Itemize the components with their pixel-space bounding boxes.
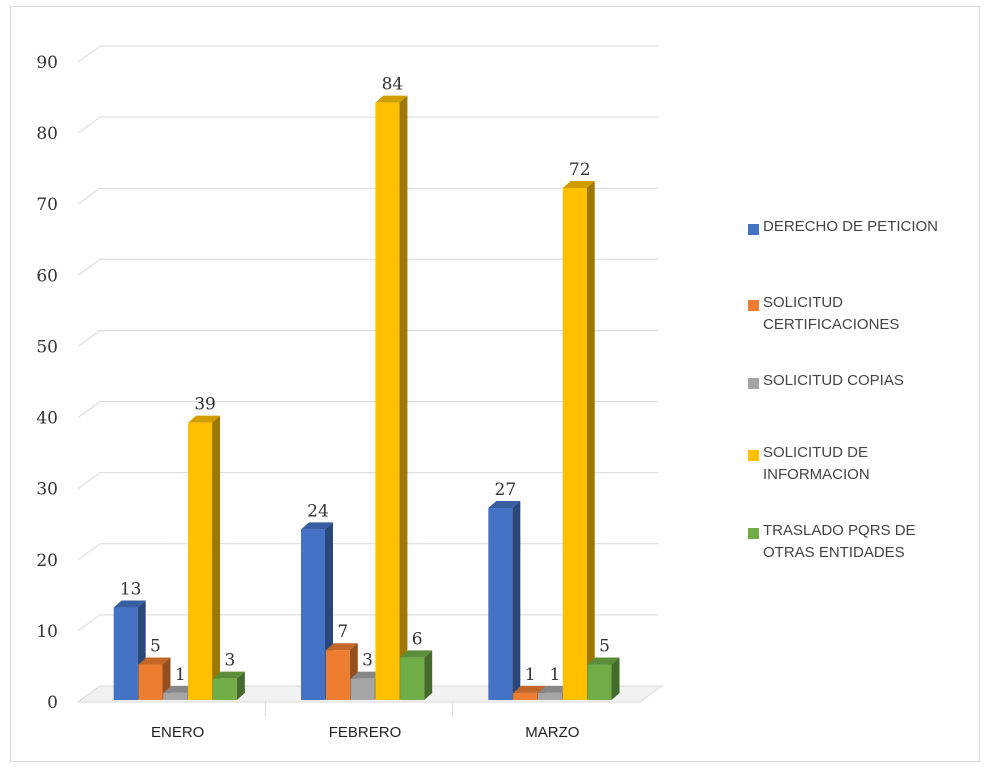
bar-top: [375, 95, 408, 103]
bar-top: [513, 685, 546, 693]
bar: [212, 678, 237, 700]
bar: [513, 692, 538, 700]
bar-top: [188, 415, 221, 423]
data-label: 3: [362, 651, 373, 671]
legend-swatch: [748, 224, 759, 235]
bar: [587, 664, 612, 700]
data-label: 27: [495, 480, 517, 500]
bar: [375, 102, 400, 700]
bar-side: [424, 650, 433, 700]
data-label: 24: [307, 501, 329, 521]
legend-label: SOLICITUD DE INFORMACION: [763, 444, 870, 483]
gridline-diagonal: [77, 401, 101, 418]
data-label: 1: [525, 665, 536, 685]
legend-label: DERECHO DE PETICION: [763, 218, 939, 235]
gridline-diagonal: [77, 258, 101, 276]
legend-item: SOLICITUD DE INFORMACION: [748, 444, 978, 486]
bar-top: [113, 600, 146, 608]
bar-side: [586, 181, 595, 700]
data-label: 5: [599, 636, 610, 656]
data-label: 7: [337, 622, 348, 642]
bar: [138, 664, 163, 700]
data-label: 5: [150, 636, 161, 656]
data-label: 3: [224, 651, 235, 671]
bar-side: [611, 657, 620, 700]
y-tick-label: 80: [36, 124, 58, 144]
y-tick-label: 70: [36, 195, 58, 215]
legend-label: SOLICITUD CERTIFICACIONES: [763, 294, 900, 333]
y-tick-label: 50: [36, 337, 58, 357]
data-label: 39: [194, 395, 216, 415]
bar-side: [512, 501, 521, 700]
bar-top: [350, 671, 383, 679]
y-tick-label: 10: [36, 622, 58, 642]
bar: [537, 692, 562, 700]
data-label: 72: [569, 160, 591, 180]
y-tick-label: 60: [36, 266, 58, 286]
legend-swatch: [748, 378, 759, 389]
legend-swatch: [748, 450, 759, 461]
bar-top: [537, 685, 570, 693]
x-category-label: MARZO: [525, 724, 579, 741]
gridline-diagonal: [77, 330, 101, 347]
gridline-diagonal: [77, 187, 101, 205]
gridline-diagonal: [77, 116, 101, 134]
data-label: 1: [175, 665, 186, 685]
bar-top: [212, 671, 245, 679]
chart-frame: [10, 6, 980, 762]
bar: [488, 508, 513, 700]
bar-top: [138, 657, 171, 665]
x-category-label: ENERO: [151, 724, 204, 741]
bar-side: [212, 415, 221, 700]
bar-top: [488, 501, 521, 508]
bar: [400, 657, 425, 700]
y-tick-label: 40: [36, 409, 58, 429]
gridline-diagonal: [77, 543, 101, 561]
legend-label: TRASLADO PQRS DE OTRAS ENTIDADES: [763, 522, 916, 561]
y-tick-label: 90: [36, 53, 58, 73]
bar-side: [236, 671, 245, 700]
y-tick-label: 0: [47, 693, 58, 713]
bar: [113, 607, 138, 700]
legend-swatch: [748, 528, 759, 539]
bar-top: [400, 650, 433, 658]
legend-item: SOLICITUD COPIAS: [748, 372, 978, 392]
bar: [562, 188, 587, 700]
x-category-label: FEBRERO: [329, 724, 402, 741]
bar: [301, 529, 325, 700]
bar-top: [562, 181, 595, 188]
data-label: 6: [412, 629, 423, 649]
data-label: 13: [120, 580, 142, 600]
legend-item: SOLICITUD CERTIFICACIONES: [748, 294, 978, 336]
y-tick-label: 20: [36, 551, 58, 571]
y-tick-label: 30: [36, 480, 58, 500]
bar: [163, 692, 188, 700]
data-label: 84: [382, 75, 404, 95]
legend-item: DERECHO DE PETICION: [748, 218, 978, 238]
bar-top: [587, 657, 620, 665]
gridline-diagonal: [77, 45, 101, 63]
bar: [350, 678, 375, 700]
bar: [188, 422, 213, 700]
legend-swatch: [748, 300, 759, 311]
bar-top: [163, 685, 196, 693]
legend-label: SOLICITUD COPIAS: [763, 372, 904, 389]
gridline-diagonal: [77, 614, 101, 632]
bar: [325, 650, 350, 700]
bar-side: [399, 95, 408, 700]
bar-top: [301, 522, 333, 530]
data-label: 1: [550, 665, 561, 685]
gridline-diagonal: [77, 472, 101, 490]
legend-item: TRASLADO PQRS DE OTRAS ENTIDADES: [748, 522, 978, 564]
bar-top: [325, 643, 358, 651]
